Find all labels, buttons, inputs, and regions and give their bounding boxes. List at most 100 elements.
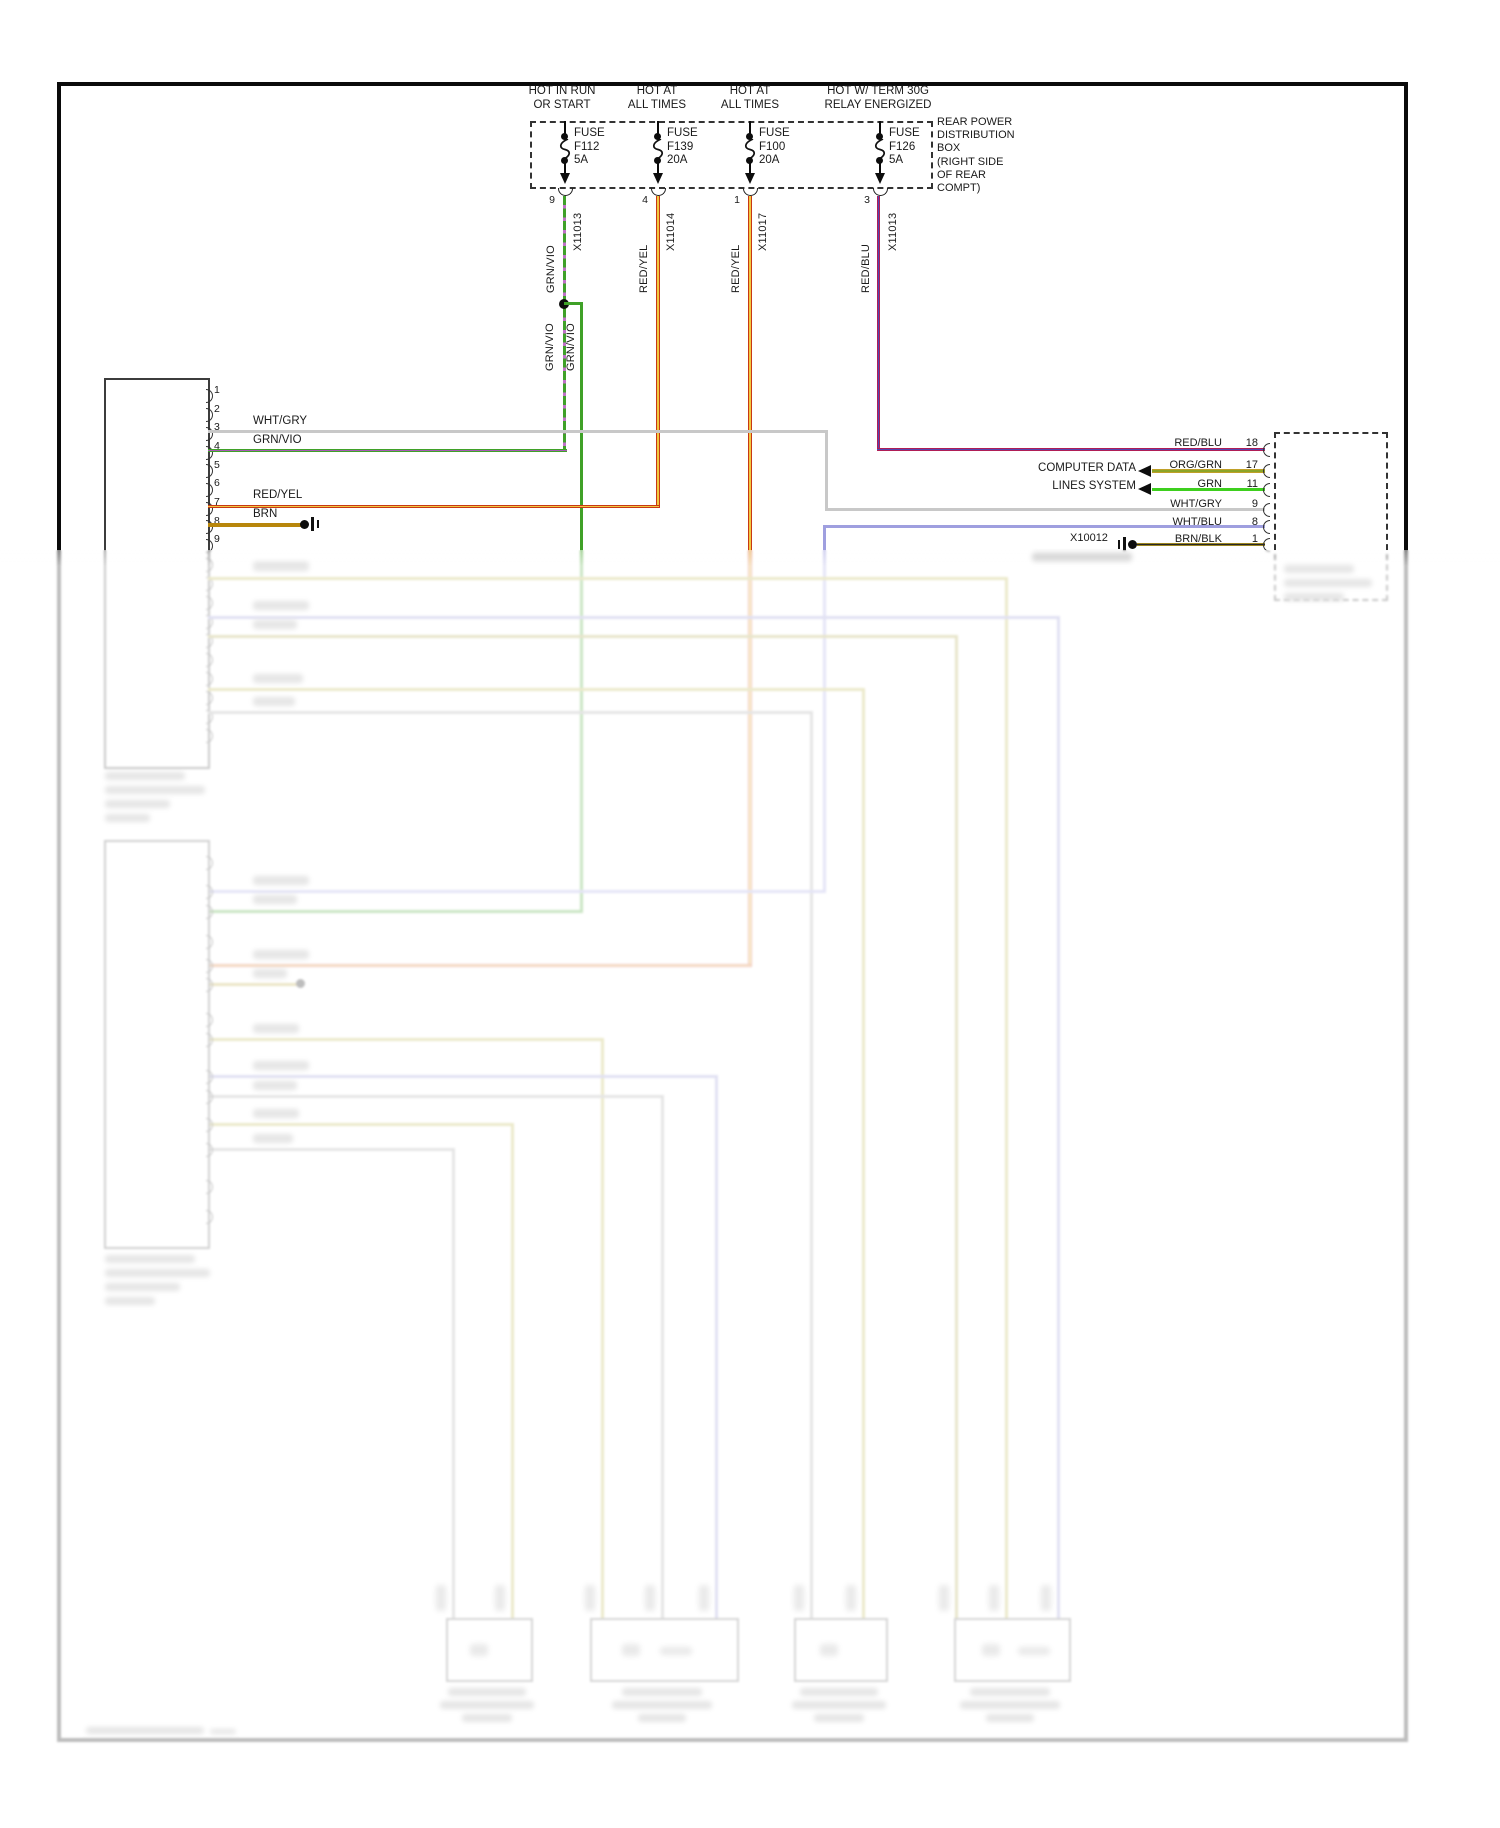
faded-wire (208, 1122, 514, 1126)
pin-socket-icon (206, 653, 213, 667)
pin-socket-icon (206, 389, 213, 403)
wire-color-label: WHT/GRY (1170, 497, 1222, 510)
inline-connector-icon (743, 188, 758, 196)
faded-wire (661, 1094, 664, 1619)
fuse-amps: 5A (574, 154, 589, 166)
blurred-text-blob (253, 1061, 309, 1070)
wire-color-label: GRN (1197, 477, 1222, 490)
faded-wire (208, 634, 958, 638)
right-module-box-outline (1274, 432, 1388, 601)
fuse-lead (749, 121, 751, 135)
wire-red-yel-horizontal (208, 504, 659, 508)
blurred-text-blob (800, 1688, 878, 1696)
pin-socket-icon (206, 1013, 213, 1027)
wire-wht-blu-horizontal (826, 525, 1265, 529)
supply-header-line: HOT W/ TERM 30G (827, 85, 929, 97)
supply-header-line: ALL TIMES (627, 99, 687, 111)
inline-connector-icon (651, 188, 666, 196)
wire-color-label: RED/BLU (1174, 437, 1222, 449)
fuse-element-icon (745, 139, 755, 160)
blurred-text-blob (253, 1109, 299, 1118)
pin-number: 1 (1251, 533, 1258, 545)
arrow-left-icon (1138, 464, 1151, 477)
blurred-text-blob (253, 1134, 293, 1143)
supply-header-2: HOT AT ALL TIMES (587, 84, 727, 112)
supply-header-line: RELAY ENERGIZED (824, 99, 932, 111)
computer-data-lines-label: COMPUTER DATA (1038, 462, 1136, 474)
pin-number: 1 (214, 384, 220, 396)
bottom-connector-box-4 (954, 1618, 1071, 1682)
blurred-text-blob (253, 601, 309, 610)
supply-header-line: HOT IN RUN (528, 85, 596, 97)
blurred-text-blob (622, 1688, 702, 1696)
blurred-text-blob (105, 800, 170, 808)
supply-header-line: HOT AT (729, 85, 771, 97)
pin-number: 9 (1251, 497, 1258, 510)
pin-socket-icon (206, 1090, 213, 1104)
fuse-lead (564, 121, 566, 135)
page-border-top (57, 82, 1408, 86)
fuse-amps: 5A (889, 154, 904, 166)
wire-color-label: GRN/VIO (545, 245, 557, 293)
faded-wire (1005, 576, 1008, 1619)
blurred-text-blob (253, 674, 303, 683)
pin-socket-icon (1263, 520, 1270, 534)
fuse-terminal-dot (654, 157, 661, 164)
blurred-text-blob (105, 1255, 195, 1263)
page-border-right (1404, 82, 1408, 1742)
fuse-amps: 20A (759, 154, 780, 166)
faded-wire-wht-blu (208, 889, 826, 894)
pin-socket-icon (206, 905, 213, 919)
fuse-element-icon (653, 139, 663, 160)
blurred-symbol-blob (982, 1644, 1000, 1656)
arrow-down-icon (875, 173, 885, 184)
fuse-element-icon (560, 139, 570, 160)
faded-wire-ground (208, 982, 300, 986)
fuse-terminal-dot (876, 157, 883, 164)
blurred-text-blob (989, 1585, 999, 1611)
blurred-text-blob (1032, 553, 1132, 562)
wire-brn-blk-horizontal (1137, 542, 1265, 547)
fuse-label-3: FUSE F100 20A (759, 127, 790, 168)
wire-grn-horizontal (1152, 487, 1265, 491)
fuse-id: F139 (667, 140, 694, 153)
faded-wire (715, 1074, 718, 1619)
pin-socket-icon (206, 959, 213, 973)
blurred-text-blob (638, 1714, 686, 1722)
blurred-symbol-blob (820, 1644, 838, 1656)
supply-header-line: ALL TIMES (720, 99, 780, 111)
pin-number: 2 (214, 403, 220, 415)
pin-socket-icon (1263, 443, 1270, 457)
wire-org-grn-horizontal (1152, 469, 1265, 473)
blurred-symbol-blob (1018, 1647, 1050, 1655)
wire-color-label: BRN/BLK (1174, 533, 1222, 545)
blurred-text-blob (253, 1024, 299, 1033)
fuse-label-4: FUSE F126 5A (889, 127, 920, 168)
pin-socket-icon (206, 885, 213, 899)
supply-header-4: HOT W/ TERM 30G RELAY ENERGIZED (790, 84, 966, 112)
faded-wire-grn-vio (208, 909, 583, 913)
pin-number: 18 (1245, 437, 1258, 449)
box-note-line: REAR POWER (937, 116, 1013, 128)
pin-number: 6 (214, 477, 220, 489)
fuse-terminal-dot (746, 157, 753, 164)
blurred-text-blob (253, 697, 295, 706)
blurred-text-blob (105, 1283, 180, 1291)
fuse-word: FUSE (759, 127, 790, 139)
computer-data-lines-label: LINES SYSTEM (1052, 480, 1136, 492)
faded-wire (1057, 615, 1060, 1619)
pin-socket-icon (206, 464, 213, 478)
wire-color-label: RED/YEL (730, 244, 742, 293)
wire-grn-vio-branch-jog (564, 302, 583, 305)
bottom-connector-box-1 (446, 1618, 533, 1682)
faded-wire (208, 1147, 455, 1151)
blurred-watermark-blob (86, 1727, 204, 1734)
left-module-box-2 (104, 840, 210, 1249)
blurred-symbol-blob (622, 1644, 640, 1656)
pin-socket-icon (206, 1143, 213, 1157)
fuse-label-2: FUSE F139 20A (667, 127, 698, 168)
blurred-watermark-blob (210, 1729, 236, 1734)
wire-red-yel-vertical-2 (748, 196, 752, 967)
fuse-word: FUSE (574, 127, 605, 139)
